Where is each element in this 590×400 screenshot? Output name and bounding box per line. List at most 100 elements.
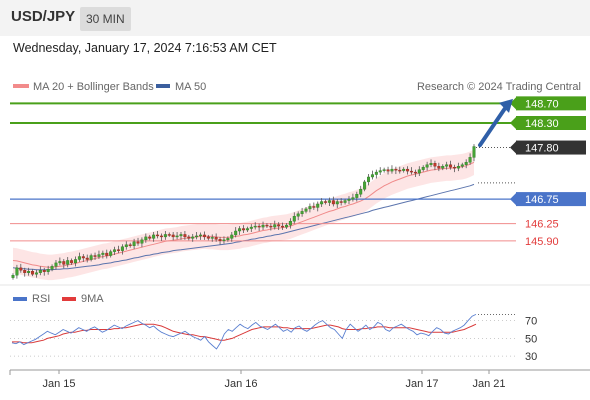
candle xyxy=(421,165,425,172)
candle xyxy=(324,199,328,205)
candle xyxy=(11,273,15,280)
candle xyxy=(433,160,437,171)
candle xyxy=(206,234,210,241)
candle xyxy=(81,254,85,262)
rsi-tick-30: 30 xyxy=(525,351,537,363)
candle xyxy=(156,231,160,239)
candle xyxy=(355,191,359,202)
candle xyxy=(85,254,89,263)
level-146-75-tag xyxy=(516,192,586,207)
candle xyxy=(386,166,390,175)
candle xyxy=(382,167,386,173)
candle xyxy=(464,159,468,169)
candle xyxy=(54,259,58,270)
level-147-80-tag xyxy=(516,140,586,155)
candle xyxy=(93,252,97,260)
candle xyxy=(77,252,81,262)
candle xyxy=(234,227,238,238)
level-146-25-label: 146.25 xyxy=(525,219,559,231)
candle xyxy=(378,167,382,176)
candle xyxy=(109,249,113,258)
rsi-tick-70: 70 xyxy=(525,316,537,328)
candle xyxy=(230,231,234,242)
symbol-title: USD/JPY xyxy=(11,8,76,25)
level-147-80-label: 147.80 xyxy=(525,143,559,155)
bollinger-bands xyxy=(13,149,474,281)
chart-header: USD/JPY 30 MIN xyxy=(0,0,590,36)
candle xyxy=(34,269,38,278)
candle xyxy=(70,258,74,265)
level-148-70-tag-point xyxy=(510,96,517,111)
candle xyxy=(136,237,140,246)
candle xyxy=(265,223,269,229)
candle xyxy=(292,212,296,224)
ma9-legend-label: 9MA xyxy=(81,293,104,305)
candle xyxy=(144,233,148,243)
rsi-legend-swatch xyxy=(13,297,27,301)
candle xyxy=(327,197,331,206)
candle xyxy=(257,223,261,231)
candle xyxy=(374,169,378,179)
candle xyxy=(42,267,46,276)
candle xyxy=(281,222,285,231)
candle xyxy=(335,199,339,208)
candle xyxy=(202,231,206,240)
candle xyxy=(124,241,128,250)
research-credit: Research © 2024 Trading Central xyxy=(417,81,581,93)
candle xyxy=(413,169,417,177)
candle xyxy=(222,236,226,244)
ma9-legend-swatch xyxy=(62,297,76,301)
candle xyxy=(394,166,398,175)
candle xyxy=(74,256,78,267)
candle xyxy=(58,257,62,266)
candle xyxy=(359,185,363,198)
candle xyxy=(31,269,35,277)
price-levels: 148.70 148.30 147.80 146.75 146.25 145.90 xyxy=(10,96,586,248)
candle xyxy=(27,267,31,276)
candle xyxy=(15,264,19,279)
x-tick-label: Jan 15 xyxy=(42,378,75,390)
candle xyxy=(363,179,367,192)
candle xyxy=(437,162,441,172)
candle xyxy=(304,206,308,214)
candle xyxy=(425,161,429,171)
candle xyxy=(390,165,394,174)
candle xyxy=(163,231,167,240)
candle xyxy=(116,245,120,254)
timeframe-badge[interactable]: 30 MIN xyxy=(80,7,131,31)
level-148-30-tag-point xyxy=(510,116,517,130)
candle xyxy=(468,153,472,165)
candle xyxy=(245,226,249,232)
candle xyxy=(398,166,402,174)
trend-arrow-head xyxy=(499,98,513,113)
candle xyxy=(308,203,312,213)
candle xyxy=(97,250,101,259)
candle xyxy=(249,224,253,232)
candle xyxy=(343,198,347,205)
candle xyxy=(175,231,179,240)
candle xyxy=(148,234,152,241)
candle xyxy=(23,267,27,277)
candle xyxy=(456,162,460,172)
candle xyxy=(367,174,371,186)
candle xyxy=(226,236,230,242)
candle xyxy=(179,231,183,240)
rsi-line xyxy=(11,313,477,350)
candle xyxy=(261,221,265,231)
ma50-legend-label: MA 50 xyxy=(175,81,206,93)
ma50-legend-swatch xyxy=(156,84,170,88)
candle xyxy=(288,218,292,229)
candle xyxy=(452,164,456,173)
candle xyxy=(187,234,191,241)
candle xyxy=(62,258,66,269)
level-148-70-label: 148.70 xyxy=(525,98,559,110)
candle xyxy=(132,238,136,250)
candle xyxy=(417,166,421,177)
candles xyxy=(11,144,476,280)
level-148-70-tag xyxy=(516,96,586,111)
level-146-75-label: 146.75 xyxy=(525,194,559,206)
candle xyxy=(284,223,288,230)
candle xyxy=(300,207,304,217)
candle xyxy=(370,170,374,180)
